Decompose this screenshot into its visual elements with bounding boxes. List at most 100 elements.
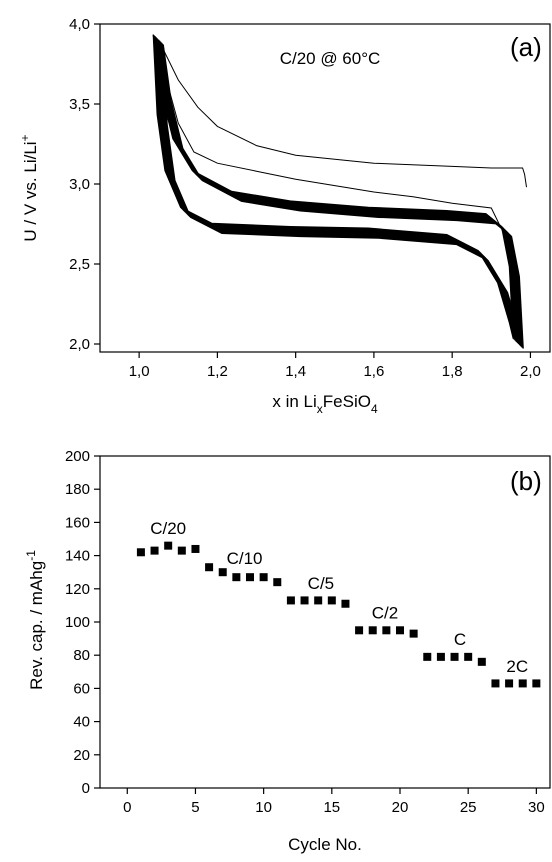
panel-a-curve-cycling-discharge	[152, 34, 514, 339]
panel-b-x-ticks: 0 5 10 15 20 25 30	[123, 788, 545, 816]
panel-b-data-point	[314, 596, 323, 605]
panel-b-y-ticks: 0 20 40 60 80 100 120 140 160 180 200	[65, 448, 100, 797]
panel-a-curve-cycling-charge	[153, 35, 515, 340]
panel-b-x-tick-label: 30	[528, 799, 545, 816]
panel-a-x-tick-label: 1,6	[363, 363, 384, 380]
panel-a-curve-cycling-discharge	[162, 44, 524, 349]
panel-b-x-tick-label: 20	[392, 799, 409, 816]
panel-b-data-point	[368, 626, 377, 635]
panel-b-data-point	[300, 596, 309, 605]
panel-b-data-point	[218, 568, 227, 577]
panel-b-data-point	[396, 626, 404, 635]
panel-a-curve-cycling-charge	[152, 34, 514, 339]
panel-b-data-point	[136, 548, 145, 557]
panel-b-y-tick-label: 200	[65, 448, 90, 465]
panel-b-data-point	[477, 657, 486, 666]
panel-b-x-tick-label: 10	[255, 799, 272, 816]
panel-b-x-tick-label: 25	[460, 799, 477, 816]
panel-a-curve-cycling-discharge	[158, 40, 521, 346]
panel-a-curve-cycling-discharge	[161, 43, 523, 348]
panel-b-y-tick-label: 180	[65, 481, 90, 498]
panel-b-y-tick-label: 80	[73, 647, 90, 664]
panel-b-data-point	[286, 596, 295, 605]
panel-b-rate-label: C/5	[308, 574, 334, 593]
panel-a-curve-cycling-charge	[158, 40, 521, 345]
panel-a-curve-cycling-discharge	[159, 41, 522, 346]
panel-a-y-tick-label: 2,0	[69, 336, 90, 353]
panel-b-data-point	[191, 544, 200, 553]
panel-a-curve-cycling-charge	[159, 41, 522, 346]
panel-b-x-axis-label: Cycle No.	[288, 835, 362, 854]
panel-a-plot-frame	[99, 23, 551, 353]
panel-a-y-axis-label: U / V vs. Li/Li+	[18, 134, 40, 241]
panel-a-y-tick-label: 2,5	[69, 256, 90, 273]
panel-a-x-tick-label: 1,8	[442, 363, 463, 380]
panel-b-x-tick-label: 15	[323, 799, 340, 816]
panel-b-y-tick-label: 120	[65, 581, 90, 598]
panel-b-y-tick-label: 140	[65, 548, 90, 565]
panel-a-y-tick-label: 3,0	[69, 176, 90, 193]
panel-a-curve-cycling-charge	[154, 36, 516, 341]
panel-b-data-point	[409, 629, 418, 638]
panel-b-data-point	[491, 679, 500, 688]
panel-a-y-ticks: 2,0 2,5 3,0 3,5 4,0	[69, 16, 100, 353]
panel-b-data-point	[532, 679, 541, 688]
panel-b-y-tick-label: 40	[73, 714, 90, 731]
panel-a-curve-cycling-discharge	[153, 35, 515, 340]
panel-a-x-tick-label: 2,0	[520, 363, 541, 380]
panel-b-data-point	[436, 652, 445, 661]
panel-b-rate-label: C/10	[227, 549, 263, 568]
panel-a-curve-cycling-charge	[160, 42, 523, 347]
panel-b-data-point	[177, 546, 186, 555]
panel-a-curve-first-charge	[158, 39, 527, 188]
panel-a-x-ticks: 1,0 1,2 1,4 1,6 1,8 2,0	[129, 352, 541, 380]
panel-a-curve-cycling-charge	[161, 43, 523, 348]
panel-b-data-point	[273, 578, 282, 587]
panel-b-data-point	[464, 652, 473, 661]
panel-b-rate-label: 2C	[506, 657, 528, 676]
panel-b-y-tick-label: 20	[73, 747, 90, 764]
panel-b: 0 5 10 15 20 25 30 0 20 40 60 80 100 120 140 160 180 200…	[24, 448, 551, 854]
panel-a-x-tick-label: 1,2	[207, 363, 228, 380]
panel-b-data-point	[450, 652, 459, 661]
panel-a: 1,0 1,2 1,4 1,6 1,8 2,0 2,0 2,5 3,0 3,5 4,0 (a) C…	[18, 16, 551, 416]
panel-a-x-tick-label: 1,4	[285, 363, 306, 380]
panel-b-data-point	[355, 626, 364, 635]
panel-a-label: (a)	[510, 32, 542, 62]
panel-b-data-point	[423, 652, 432, 661]
panel-a-x-axis-label: x in LixFeSiO4	[272, 392, 378, 416]
panel-b-data-point	[164, 541, 173, 550]
panel-a-curve-cycling-discharge	[157, 39, 519, 344]
panel-a-annotation: C/20 @ 60°C	[280, 49, 381, 68]
panel-a-curve-cycling-charge	[158, 39, 520, 345]
panel-b-data-point	[382, 626, 391, 635]
panel-a-curve-cycling-discharge	[156, 38, 518, 343]
panel-a-curve-cycling-discharge	[155, 37, 517, 342]
panel-b-rate-label: C	[454, 630, 466, 649]
panel-b-y-axis-label: Rev. cap. / mAhg-1	[24, 550, 46, 690]
panel-b-label: (b)	[510, 466, 542, 496]
panel-b-data-point	[327, 596, 336, 605]
panel-b-data-point	[341, 599, 350, 608]
panel-b-data-point	[518, 679, 527, 688]
panel-a-y-tick-label: 3,5	[69, 96, 90, 113]
panel-a-curve-cycling-discharge	[160, 42, 523, 347]
panel-b-rate-label: C/20	[150, 519, 186, 538]
panel-b-y-tick-label: 160	[65, 514, 90, 531]
panel-a-curve-cycling-charge	[162, 44, 524, 349]
panel-a-curve-cycling-charge	[155, 37, 517, 342]
panel-b-y-tick-label: 100	[65, 614, 90, 631]
panel-a-curve-first-discharge	[158, 39, 520, 345]
panel-b-rate-labels: C/20 C/10 C/5 C/2 C 2C	[150, 519, 528, 676]
panel-a-y-tick-label: 4,0	[69, 16, 90, 33]
panel-a-x-tick-label: 1,0	[129, 363, 150, 380]
panel-b-data-point	[259, 573, 268, 582]
panel-b-y-tick-label: 60	[73, 680, 90, 697]
panel-b-data-point	[205, 563, 214, 572]
panel-a-curve-cycling-charge	[157, 39, 519, 344]
panel-b-x-tick-label: 5	[191, 799, 199, 816]
panel-b-y-tick-label: 0	[82, 780, 90, 797]
panel-b-rate-label: C/2	[372, 604, 398, 623]
panel-b-data-point	[505, 679, 514, 688]
